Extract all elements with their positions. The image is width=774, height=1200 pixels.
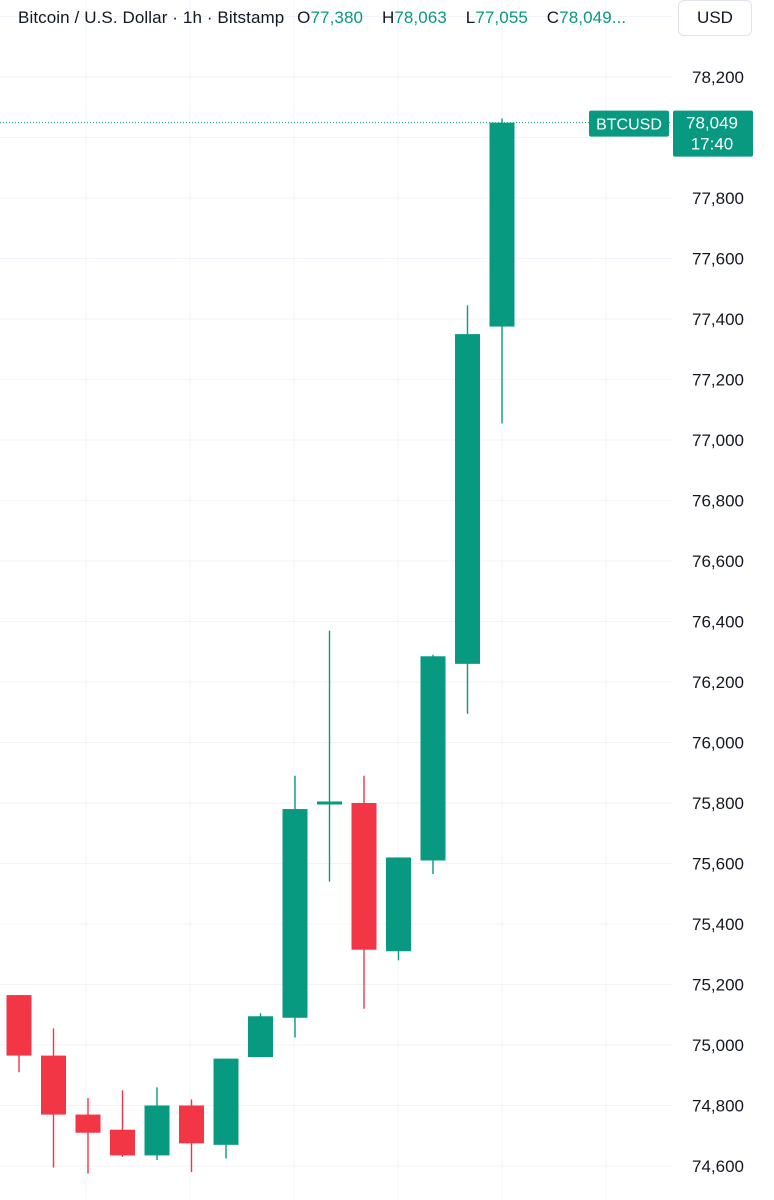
y-tick-label: 78,200: [692, 68, 744, 87]
y-tick-label: 76,600: [692, 552, 744, 571]
y-tick-label: 74,800: [692, 1097, 744, 1116]
y-tick-label: 74,600: [692, 1157, 744, 1176]
symbol-tag: [589, 110, 669, 137]
y-tick-label: 75,000: [692, 1036, 744, 1055]
low-label: L: [465, 8, 476, 27]
y-tick-label: 76,000: [692, 734, 744, 753]
candle-body: [41, 1055, 66, 1115]
candles: [6, 118, 515, 1174]
candle-body: [179, 1105, 204, 1144]
close-value: 78,049...: [559, 8, 627, 27]
candle-body: [213, 1058, 239, 1145]
price-tag: BTCUSD 78,049 17:40: [589, 110, 753, 157]
candle: [41, 1028, 66, 1168]
candle: [6, 995, 32, 1073]
y-tick-label: 76,800: [692, 492, 744, 511]
symbol-tag-label: BTCUSD: [596, 117, 662, 134]
candle: [386, 857, 411, 961]
y-tick-label: 77,200: [692, 371, 744, 390]
candle: [110, 1090, 135, 1157]
candle-body: [75, 1114, 101, 1133]
y-tick-label: 77,800: [692, 189, 744, 208]
high-label: H: [381, 8, 395, 27]
candle: [489, 118, 515, 424]
candle-body: [248, 1016, 273, 1058]
candle-body: [386, 857, 411, 952]
high-value: 78,063: [394, 8, 447, 27]
symbol-title[interactable]: Bitcoin / U.S. Dollar · 1h · Bitstamp: [18, 8, 285, 27]
close-label: C: [546, 8, 560, 27]
candle: [420, 654, 446, 875]
candle-body: [317, 801, 342, 805]
price-tag-box: [673, 110, 753, 157]
y-tick-label: 77,000: [692, 431, 744, 450]
currency-button[interactable]: USD: [678, 0, 752, 36]
y-tick-label: 75,400: [692, 915, 744, 934]
candle: [144, 1087, 170, 1160]
open-label: O: [297, 8, 311, 27]
y-tick-label: 77,600: [692, 250, 744, 269]
y-tick-label: 76,400: [692, 613, 744, 632]
candle-body: [351, 803, 377, 950]
candle: [455, 305, 480, 714]
candle: [351, 775, 377, 1009]
candle: [75, 1097, 101, 1174]
y-tick-label: 75,200: [692, 976, 744, 995]
countdown-label: 17:40: [691, 135, 734, 154]
candle: [213, 1058, 239, 1159]
symbol-legend: Bitcoin / U.S. Dollar · 1h · Bitstamp O7…: [18, 8, 640, 28]
y-tick-label: 75,600: [692, 855, 744, 874]
candle: [317, 630, 342, 882]
open-value: 77,380: [310, 8, 364, 27]
candle-body: [282, 809, 308, 1018]
candle: [248, 1013, 273, 1058]
grid-lines: [0, 0, 672, 1200]
candle-body: [144, 1105, 170, 1156]
y-tick-label: 75,800: [692, 794, 744, 813]
candle-body: [6, 995, 32, 1056]
candle-body: [420, 656, 446, 861]
candle-body: [489, 122, 515, 327]
candle: [282, 775, 308, 1038]
y-tick-label: 77,400: [692, 310, 744, 329]
candle-body: [110, 1129, 135, 1156]
candle: [179, 1099, 204, 1173]
y-tick-label: 76,200: [692, 673, 744, 692]
candle-body: [455, 334, 480, 664]
last-price-label: 78,049: [686, 114, 738, 133]
price-axis[interactable]: 74,600 74,800 75,000 75,200 75,400 75,600 75,8…: [692, 68, 744, 1176]
low-value: 77,055: [475, 8, 528, 27]
